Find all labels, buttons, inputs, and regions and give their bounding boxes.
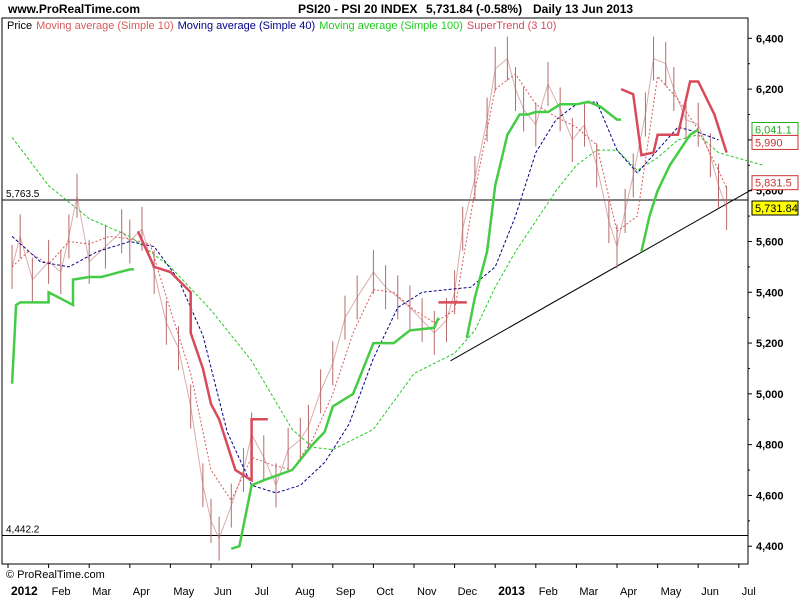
x-tick-label: May: [661, 586, 682, 598]
supertrend-down-segment: [136, 230, 268, 483]
x-tick-label: Mar: [579, 586, 598, 598]
title-bar: www.ProRealTime.com PSI20 - PSI 20 INDEX…: [0, 0, 800, 18]
y-tick-label: 4,600: [756, 490, 784, 502]
x-tick-label: Feb: [539, 586, 558, 598]
y-tick-label: 4,400: [756, 541, 784, 553]
copyright-notice: © ProRealTime.com: [6, 569, 105, 581]
value-tag: [751, 175, 799, 191]
x-tick-label: Jul: [742, 586, 756, 598]
plot-frame: [1, 17, 749, 565]
x-tick-label: Apr: [133, 586, 150, 598]
value-tag-label: 5,990: [755, 137, 783, 149]
x-tick-label: Nov: [417, 586, 437, 598]
x-tick-label: 2013: [498, 584, 525, 598]
value-tag-label: 6,041.1: [755, 124, 792, 136]
supertrend-down-segment: [620, 80, 728, 157]
period-label: Daily 13 Jun 2013: [533, 2, 634, 16]
legend-price: Price: [7, 20, 33, 32]
x-tick-label: Jun: [214, 586, 232, 598]
legend-ma100: Moving average (Simple 100): [319, 20, 463, 32]
legend-supertrend: SuperTrend (3 10): [466, 20, 557, 32]
x-tick-label: Oct: [376, 586, 393, 598]
trendline: [450, 182, 764, 362]
x-tick-label: Mar: [92, 586, 111, 598]
value-tag-label: 5,831.5: [755, 178, 792, 190]
supertrend-up-segment: [465, 100, 622, 339]
supertrend-up-segment: [10, 268, 134, 384]
value-tag: [751, 200, 799, 216]
x-tick-label: Sep: [336, 586, 356, 598]
y-tick-label: 4,800: [756, 440, 784, 452]
x-tick-label: Aug: [295, 586, 315, 598]
y-tick-label: 6,400: [756, 33, 784, 45]
x-tick-label: 2012: [11, 584, 38, 598]
value-tag: [751, 134, 799, 150]
ma100-line: [11, 134, 764, 451]
value-tag-label: 5,731.84: [755, 203, 798, 215]
legend-ma40: Moving average (Simple 40): [177, 20, 316, 32]
y-tick-label: 6,200: [756, 84, 784, 96]
reference-line-label: 4,442.2: [6, 525, 40, 536]
y-tick-label: 5,600: [756, 236, 784, 248]
x-tick-label: Feb: [52, 586, 71, 598]
x-tick-label: May: [173, 586, 194, 598]
supertrend-up-segment: [640, 128, 699, 252]
x-tick-label: Apr: [620, 586, 637, 598]
last-price: 5,731.84 (-0.58%): [426, 2, 523, 16]
ma10-line: [11, 73, 728, 502]
y-tick-label: 5,000: [756, 389, 784, 401]
x-tick-label: Jun: [701, 586, 719, 598]
y-tick-label: 5,400: [756, 287, 784, 299]
chart-legend: Price Moving average (Simple 10) Moving av…: [7, 20, 560, 32]
y-tick-label: 5,200: [756, 338, 784, 350]
supertrend-up-segment: [230, 317, 440, 550]
reference-line-label: 5,763.5: [6, 189, 40, 200]
instrument-name: PSI20 - PSI 20 INDEX: [298, 2, 418, 16]
x-tick-label: Jul: [255, 586, 269, 598]
site-name[interactable]: www.ProRealTime.com: [8, 2, 141, 16]
ma40-line: [11, 101, 719, 494]
x-tick-label: Dec: [458, 586, 478, 598]
legend-ma10: Moving average (Simple 10): [36, 20, 174, 32]
